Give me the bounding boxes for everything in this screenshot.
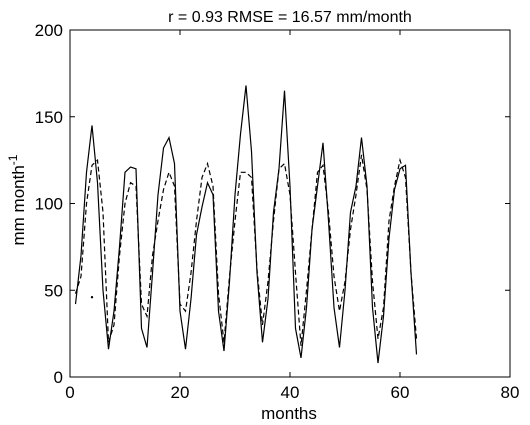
plot-frame — [69, 29, 511, 378]
x-tick-label: 40 — [281, 383, 300, 402]
series-layer — [74, 85, 418, 364]
y-axis-label-superscript: -1 — [6, 154, 20, 165]
y-tick-label: 0 — [54, 368, 63, 387]
annotation-layer — [90, 295, 94, 299]
chart-title: r = 0.93 RMSE = 16.57 mm/month — [168, 9, 412, 26]
y-axis: 0 50 100 150 200 — [35, 21, 510, 387]
x-axis: 0 20 40 60 80 — [65, 30, 519, 402]
x-tick-label: 60 — [391, 383, 410, 402]
plot-area: 0 20 40 60 80 0 50 100 150 200 — [35, 21, 520, 402]
series-line-solid — [74, 85, 418, 364]
annotation-dot — [90, 295, 94, 299]
y-tick-label: 50 — [44, 281, 63, 300]
x-axis-label: months — [261, 404, 317, 423]
y-tick-label: 100 — [35, 195, 63, 214]
y-axis-label-text: mm month — [9, 165, 28, 245]
x-tick-label: 80 — [501, 383, 520, 402]
x-tick-label: 20 — [171, 383, 190, 402]
series-line-dashed — [74, 154, 418, 346]
y-axis-label: mm month-1 — [6, 154, 28, 245]
x-tick-label: 0 — [65, 383, 74, 402]
y-tick-label: 200 — [35, 21, 63, 40]
y-tick-label: 150 — [35, 108, 63, 127]
